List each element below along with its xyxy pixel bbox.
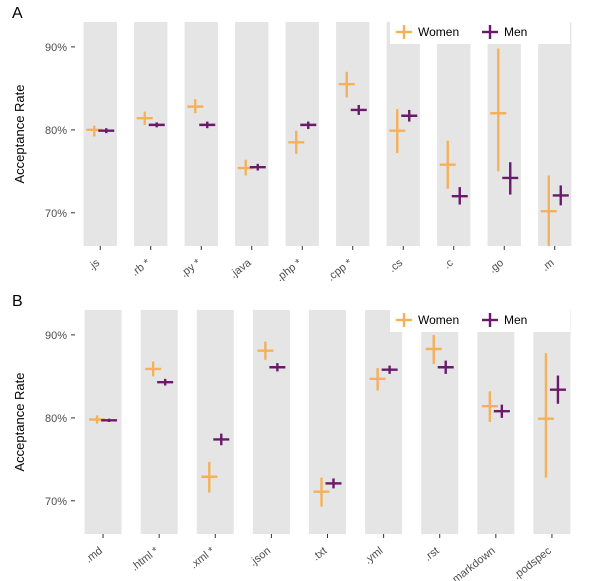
xticklabel-B-6: .rst: [422, 545, 441, 564]
xticklabel-B-4: .txt: [310, 545, 329, 563]
panel-letter-A: A: [12, 5, 23, 22]
legend-B: Women Men: [390, 308, 570, 332]
xticklabel-A-3: .java: [228, 256, 254, 280]
band-B-1: [141, 310, 178, 534]
legend-label-men-A: Men: [504, 25, 527, 39]
xticklabel-B-3: .json: [248, 545, 274, 569]
xticklabel-B-5: .yml: [362, 545, 385, 567]
xticklabel-B-1: .html *: [129, 544, 162, 573]
panel-letter-B: B: [12, 293, 23, 310]
xticklabel-A-9: .m: [540, 257, 557, 274]
band-A-5: [336, 22, 369, 246]
band-A-9: [538, 22, 571, 246]
band-B-4: [309, 310, 346, 534]
band-A-6: [387, 22, 420, 246]
ylabel-B: Acceptance Rate: [12, 372, 27, 471]
band-A-7: [437, 22, 470, 246]
band-A-8: [488, 22, 521, 246]
band-B-6: [421, 310, 458, 534]
band-A-4: [286, 22, 319, 246]
xticklabel-A-7: .c: [441, 257, 456, 272]
xticklabel-B-7: .markdown: [448, 545, 498, 581]
yticklabel-A-80: 80%: [45, 125, 67, 137]
band-B-8: [533, 310, 570, 534]
band-A-2: [185, 22, 218, 246]
xticklabel-A-5: .cpp *: [325, 256, 355, 283]
band-A-0: [84, 22, 117, 246]
band-B-0: [85, 310, 122, 534]
xticklabel-B-8: .podspec: [511, 545, 554, 581]
legend-bg-B: [390, 308, 570, 332]
xticklabel-B-2: .xml *: [188, 544, 218, 571]
legend-label-women-B: Women: [418, 313, 459, 327]
xticklabel-A-6: .cs: [387, 257, 406, 275]
xticklabel-A-4: .php *: [274, 256, 305, 284]
band-B-7: [477, 310, 514, 534]
legend-label-men-B: Men: [504, 313, 527, 327]
band-B-5: [365, 310, 402, 534]
legend-label-women-A: Women: [418, 25, 459, 39]
yticklabel-A-70: 70%: [45, 208, 67, 220]
yticklabel-B-70: 70%: [45, 496, 67, 508]
ylabel-A: Acceptance Rate: [12, 84, 27, 183]
yticklabel-B-80: 80%: [45, 413, 67, 425]
yticklabel-B-90: 90%: [45, 330, 67, 342]
xticklabel-A-2: .py *: [178, 256, 203, 279]
band-A-3: [235, 22, 268, 246]
band-B-2: [197, 310, 234, 534]
band-B-3: [253, 310, 290, 534]
band-A-1: [134, 22, 167, 246]
xticklabel-A-8: .go: [487, 257, 506, 276]
legend-bg-A: [390, 20, 570, 44]
legend-A: Women Men: [390, 20, 570, 44]
xticklabel-B-0: .md: [83, 545, 105, 566]
yticklabel-A-90: 90%: [45, 42, 67, 54]
xticklabel-A-0: .js: [86, 257, 102, 274]
xticklabel-A-1: .rb *: [129, 256, 153, 278]
